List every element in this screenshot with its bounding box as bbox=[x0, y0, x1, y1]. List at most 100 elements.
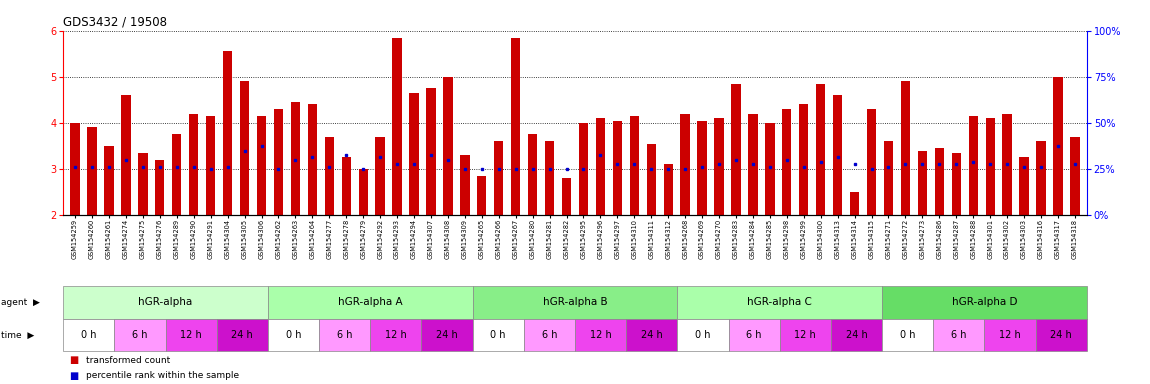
Text: 6 h: 6 h bbox=[132, 330, 147, 340]
Text: transformed count: transformed count bbox=[86, 356, 170, 365]
Text: 6 h: 6 h bbox=[951, 330, 966, 340]
Text: 12 h: 12 h bbox=[385, 330, 407, 340]
Bar bbox=[223, 51, 232, 215]
Bar bbox=[677, 319, 729, 351]
Bar bbox=[409, 93, 419, 215]
Bar bbox=[274, 109, 283, 215]
Bar bbox=[545, 141, 554, 215]
Bar bbox=[697, 121, 707, 215]
Bar bbox=[70, 123, 79, 215]
Bar bbox=[511, 38, 520, 215]
Text: ■: ■ bbox=[69, 371, 78, 381]
Bar bbox=[63, 286, 268, 319]
Bar bbox=[166, 319, 216, 351]
Bar bbox=[850, 192, 859, 215]
Bar bbox=[359, 169, 368, 215]
Bar bbox=[494, 141, 504, 215]
Bar bbox=[626, 319, 677, 351]
Text: 6 h: 6 h bbox=[337, 330, 352, 340]
Bar bbox=[528, 134, 537, 215]
Text: 12 h: 12 h bbox=[181, 330, 202, 340]
Bar bbox=[291, 102, 300, 215]
Bar bbox=[630, 116, 639, 215]
Bar bbox=[799, 104, 808, 215]
Bar bbox=[427, 88, 436, 215]
Text: 12 h: 12 h bbox=[795, 330, 816, 340]
Text: 24 h: 24 h bbox=[231, 330, 253, 340]
Bar bbox=[477, 176, 486, 215]
Bar bbox=[524, 319, 575, 351]
Bar bbox=[900, 81, 910, 215]
Bar bbox=[749, 114, 758, 215]
Text: ■: ■ bbox=[69, 356, 78, 366]
Bar bbox=[575, 319, 626, 351]
Bar bbox=[155, 160, 164, 215]
Bar bbox=[951, 153, 961, 215]
Bar bbox=[578, 123, 588, 215]
Text: 12 h: 12 h bbox=[999, 330, 1021, 340]
Bar bbox=[882, 319, 934, 351]
Bar bbox=[918, 151, 927, 215]
Bar bbox=[443, 77, 453, 215]
Bar bbox=[664, 164, 673, 215]
Text: 12 h: 12 h bbox=[590, 330, 612, 340]
Text: 24 h: 24 h bbox=[845, 330, 867, 340]
Text: 0 h: 0 h bbox=[900, 330, 915, 340]
Bar bbox=[87, 127, 97, 215]
Bar bbox=[342, 157, 351, 215]
Bar bbox=[324, 137, 333, 215]
Bar bbox=[268, 286, 473, 319]
Bar bbox=[562, 178, 572, 215]
Text: 0 h: 0 h bbox=[82, 330, 97, 340]
Bar bbox=[884, 141, 894, 215]
Bar bbox=[681, 114, 690, 215]
Bar bbox=[240, 81, 250, 215]
Bar bbox=[816, 84, 826, 215]
Bar bbox=[782, 109, 791, 215]
Text: hGR-alpha: hGR-alpha bbox=[138, 297, 193, 308]
Text: 6 h: 6 h bbox=[746, 330, 761, 340]
Bar bbox=[138, 153, 147, 215]
Bar bbox=[984, 319, 1036, 351]
Text: 24 h: 24 h bbox=[436, 330, 458, 340]
Bar bbox=[268, 319, 320, 351]
Bar bbox=[935, 148, 944, 215]
Text: 6 h: 6 h bbox=[542, 330, 557, 340]
Bar bbox=[1003, 114, 1012, 215]
Text: GDS3432 / 19508: GDS3432 / 19508 bbox=[63, 15, 167, 28]
Text: 0 h: 0 h bbox=[286, 330, 301, 340]
Bar bbox=[370, 319, 422, 351]
Bar bbox=[63, 319, 115, 351]
Bar bbox=[206, 116, 215, 215]
Text: time  ▶: time ▶ bbox=[1, 331, 34, 339]
Text: hGR-alpha C: hGR-alpha C bbox=[748, 297, 812, 308]
Bar bbox=[613, 121, 622, 215]
Bar bbox=[375, 137, 385, 215]
Bar bbox=[308, 104, 317, 215]
Bar bbox=[765, 123, 775, 215]
Bar bbox=[1071, 137, 1080, 215]
Bar bbox=[934, 319, 984, 351]
Bar bbox=[731, 84, 741, 215]
Bar bbox=[320, 319, 370, 351]
Text: hGR-alpha D: hGR-alpha D bbox=[952, 297, 1017, 308]
Bar bbox=[780, 319, 830, 351]
Bar bbox=[189, 114, 199, 215]
Bar bbox=[646, 144, 656, 215]
Bar bbox=[986, 118, 995, 215]
Bar bbox=[422, 319, 473, 351]
Text: hGR-alpha A: hGR-alpha A bbox=[338, 297, 402, 308]
Text: 0 h: 0 h bbox=[696, 330, 711, 340]
Text: agent  ▶: agent ▶ bbox=[1, 298, 40, 307]
Text: 24 h: 24 h bbox=[1050, 330, 1072, 340]
Bar bbox=[1053, 77, 1063, 215]
Bar bbox=[867, 109, 876, 215]
Bar bbox=[596, 118, 605, 215]
Bar bbox=[729, 319, 780, 351]
Bar bbox=[172, 134, 182, 215]
Bar bbox=[216, 319, 268, 351]
Bar bbox=[460, 155, 469, 215]
Bar bbox=[968, 116, 978, 215]
Bar bbox=[1036, 319, 1087, 351]
Bar bbox=[1019, 157, 1029, 215]
